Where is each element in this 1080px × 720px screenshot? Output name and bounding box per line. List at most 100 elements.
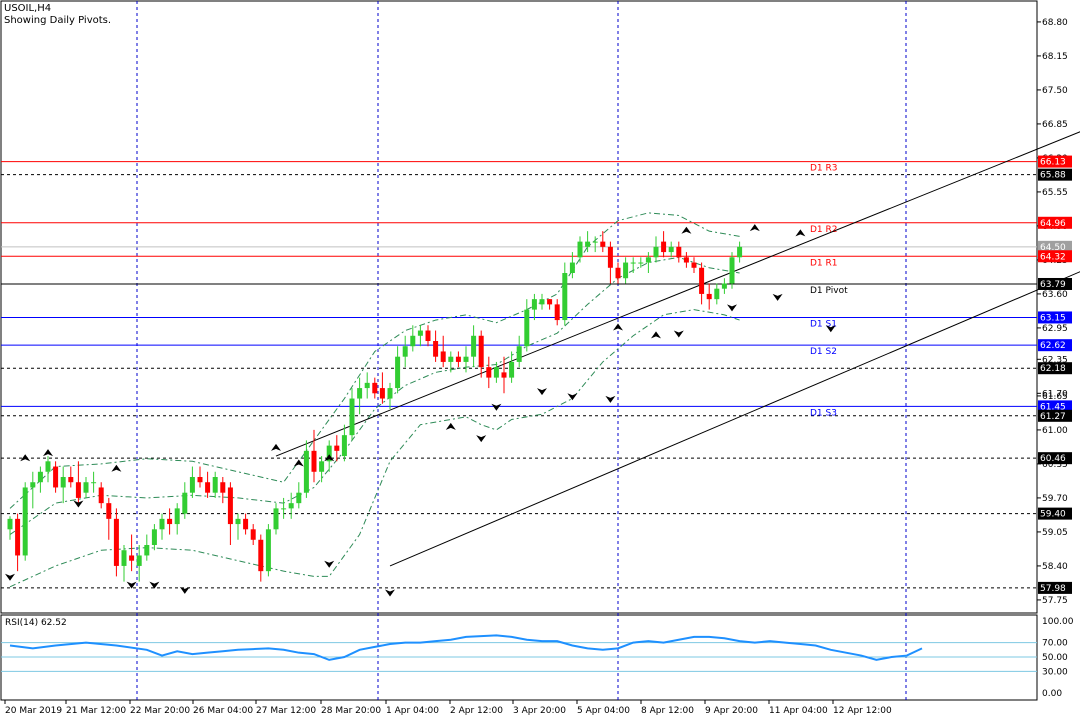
time-tick-label: 27 Mar 12:00 (256, 706, 316, 716)
price-tick-label: 59.70 (1042, 494, 1068, 504)
candle-body (243, 518, 249, 530)
candle-body (220, 482, 226, 493)
price-label-box (1038, 240, 1072, 253)
rsi-tick-label: 100.00 (1042, 617, 1074, 627)
fractal-down-arrow (385, 589, 395, 597)
candle-body (30, 482, 36, 488)
price-label-box (1038, 581, 1072, 594)
time-tick-label: 12 Apr 12:00 (833, 706, 892, 716)
fractal-up-arrow (271, 443, 281, 451)
time-tick-label: 5 Apr 04:00 (577, 706, 630, 716)
candle-body (75, 482, 81, 498)
candle-body (364, 382, 370, 389)
envelope-bands (9, 212, 740, 588)
time-axis: 20 Mar 2019 21 Mar 12:00 22 Mar 20:00 26 Ma… (4, 700, 892, 716)
candle-body (729, 257, 735, 284)
pivot-name-label: D1 R2 (810, 225, 838, 235)
price-label-box (1038, 507, 1072, 520)
candle-body (592, 241, 598, 243)
candle-body (577, 241, 583, 258)
candle-body (486, 367, 492, 378)
price-label-66.13: 66.13 (1040, 158, 1066, 168)
candle-body (668, 246, 674, 253)
rsi-tick-label: 30.00 (1042, 667, 1068, 677)
candle-body (676, 246, 682, 258)
time-tick-label: 21 Mar 12:00 (66, 706, 126, 716)
candle-body (607, 246, 613, 268)
price-label-box (1038, 409, 1072, 422)
candle-body (296, 492, 302, 504)
candle-body (562, 273, 568, 321)
candle-body (516, 346, 522, 362)
price-label-box (1038, 311, 1072, 324)
fractal-down-arrow (5, 573, 15, 581)
candle-body (7, 518, 13, 530)
candlesticks (7, 231, 743, 582)
fractal-up-arrow (111, 464, 122, 472)
time-tick-label: 26 Mar 04:00 (193, 706, 253, 716)
price-label-box (1038, 452, 1072, 465)
symbol-title: USOIL,H4 (4, 3, 52, 14)
candle-body (45, 461, 51, 472)
pivot-name-label: D1 S3 (810, 408, 837, 418)
candle-body (478, 335, 484, 368)
candle-body (106, 503, 112, 519)
lower-band-line (9, 309, 740, 588)
fractal-down-arrow (324, 560, 335, 568)
price-tick-label: 62.95 (1042, 324, 1068, 334)
fractal-down-arrow (149, 581, 160, 589)
candle-body (372, 382, 378, 394)
candle-body (691, 262, 697, 268)
fractal-up-arrow (324, 454, 335, 462)
candle-body (448, 356, 454, 362)
time-tick-label: 20 Mar 2019 (5, 706, 62, 716)
price-tick-label: 63.60 (1042, 290, 1068, 300)
candle-body (379, 388, 385, 399)
trend-channel (275, 131, 1080, 567)
price-label-63.15: 63.15 (1040, 313, 1066, 323)
candle-body (455, 356, 461, 362)
price-label-box (1038, 339, 1072, 352)
price-tick-label: 65.55 (1042, 188, 1068, 198)
fractal-down-arrow (491, 403, 502, 411)
fractal-down-arrow (179, 586, 190, 594)
price-label-62.62: 62.62 (1040, 341, 1066, 351)
price-label-61.27: 61.27 (1040, 412, 1066, 422)
candle-body (53, 466, 59, 488)
candle-body (501, 372, 507, 378)
price-label-box (1038, 155, 1072, 168)
fractal-down-arrow (825, 325, 836, 333)
candle-body (281, 508, 287, 510)
candle-body (250, 529, 256, 540)
candle-body (699, 267, 705, 294)
candle-body (98, 487, 104, 504)
candle-body (349, 398, 355, 436)
candle-body (615, 267, 621, 279)
fractal-up-arrow (651, 331, 661, 339)
fractal-up-arrow (293, 459, 304, 467)
candle-body (319, 461, 325, 472)
price-tick-label: 68.80 (1042, 18, 1068, 28)
candle-body (440, 351, 446, 362)
candle-body (273, 508, 279, 530)
time-tick-label: 2 Apr 12:00 (450, 706, 503, 716)
time-tick-label: 9 Apr 20:00 (705, 706, 758, 716)
candle-body (334, 445, 340, 451)
time-tick-label: 1 Apr 04:00 (386, 706, 439, 716)
candle-body (83, 482, 89, 493)
candle-body (113, 518, 119, 566)
price-label-box (1038, 250, 1072, 263)
candle-body (509, 361, 515, 378)
candle-body (174, 508, 180, 525)
main-plot-frame (0, 0, 1038, 614)
price-tick-label: 67.50 (1042, 86, 1068, 96)
candle-body (600, 241, 606, 247)
pivot-levels: D1 R3 D1 R2 D1 R1 D1 Pivot D1 S1 D1 S2 D1 S3 (1, 161, 1037, 589)
price-label-box (1038, 362, 1072, 375)
candle-body (539, 299, 545, 305)
rsi-label: RSI(14) 62.52 (5, 618, 67, 628)
candle-body (531, 299, 537, 310)
fractal-down-arrow (126, 581, 137, 589)
price-label-60.46: 60.46 (1040, 454, 1066, 464)
candle-body (524, 309, 530, 347)
